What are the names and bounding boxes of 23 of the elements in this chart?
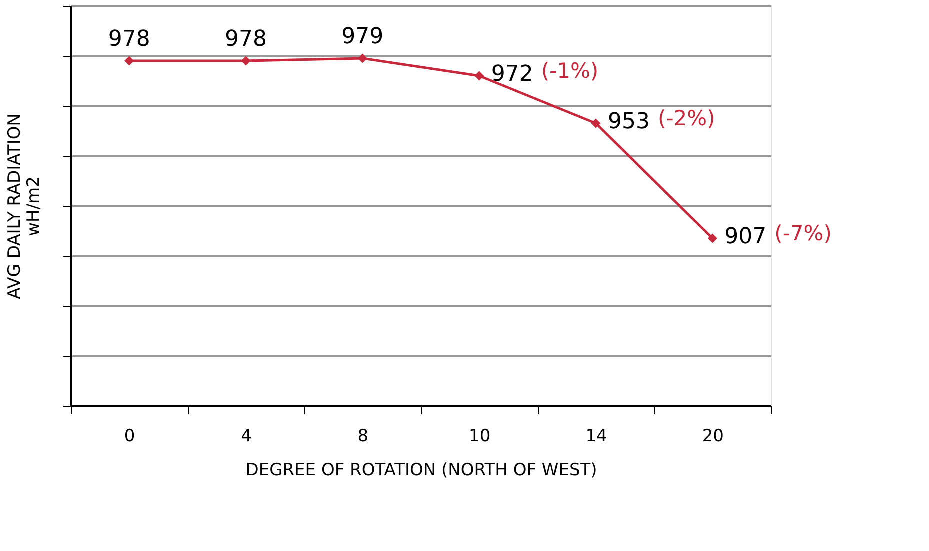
point bbox=[708, 234, 718, 244]
x-tick-label: 20 bbox=[702, 426, 724, 446]
data-label: 907 bbox=[724, 224, 767, 250]
data-label: 972 bbox=[491, 62, 534, 87]
point bbox=[241, 56, 251, 66]
annotation: (-1%) bbox=[541, 59, 599, 83]
point bbox=[591, 118, 601, 128]
data-label: 979 bbox=[342, 24, 384, 50]
x-tick-label: 0 bbox=[124, 426, 136, 446]
annotation: (-2%) bbox=[658, 106, 716, 130]
x-tick-label: 14 bbox=[586, 426, 608, 446]
x-axis-title: DEGREE OF ROTATION (NORTH OF WEST) bbox=[246, 460, 598, 480]
point bbox=[358, 54, 368, 64]
data-label: 978 bbox=[108, 27, 150, 52]
x-tick-label: 4 bbox=[241, 426, 252, 446]
x-tick-label: 8 bbox=[358, 426, 369, 446]
data-label: 978 bbox=[225, 27, 267, 52]
y-axis-title: AVG DAILY RADIATION wH/m2 bbox=[5, 114, 44, 300]
x-tick-label: 10 bbox=[469, 426, 491, 446]
point bbox=[474, 71, 484, 81]
data-label: 953 bbox=[608, 110, 650, 134]
annotation: (-7%) bbox=[774, 222, 832, 246]
point bbox=[124, 56, 134, 66]
